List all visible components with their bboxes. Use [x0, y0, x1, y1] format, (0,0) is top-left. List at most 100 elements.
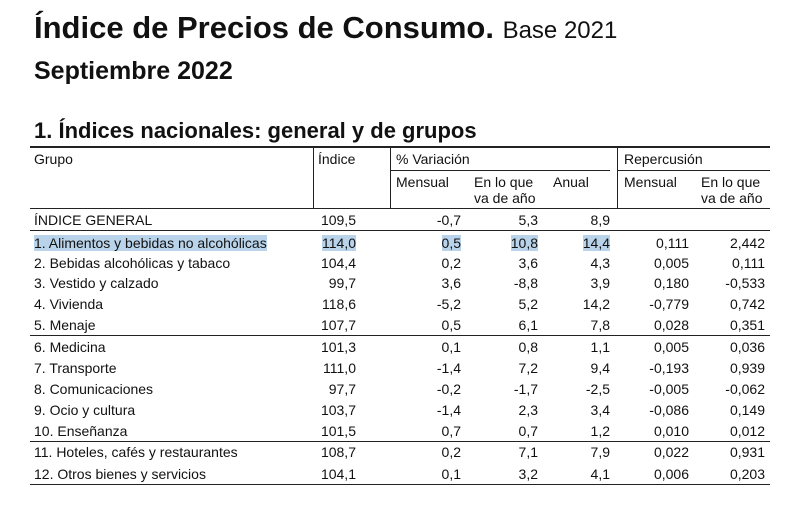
cell: 0,7 [441, 423, 461, 439]
cell: 0,1 [441, 466, 461, 482]
cell: -0,005 [649, 381, 689, 397]
cell: 111,0 [323, 360, 356, 376]
cell: 5,2 [518, 296, 538, 312]
cell: 101,3 [320, 339, 356, 355]
cell: 4,3 [590, 255, 610, 271]
cell: -1,4 [436, 402, 461, 418]
cell: -0,193 [649, 360, 689, 376]
cell: 1,2 [590, 423, 610, 439]
rule [30, 146, 770, 148]
cell: -2,5 [585, 381, 610, 397]
cell: 0,2 [441, 444, 461, 460]
cell: 10,8 [510, 235, 538, 251]
row-label: 8. Comunicaciones [34, 381, 154, 397]
row-label: 3. Vestido y calzado [34, 275, 159, 291]
cell: -5,2 [436, 296, 461, 312]
period: Septiembre 2022 [34, 57, 233, 85]
header-cell: Grupo [34, 151, 73, 167]
cell: 101,5 [320, 423, 356, 439]
rule [617, 170, 770, 171]
cell: -8,8 [513, 275, 538, 291]
row-label: 5. Menaje [34, 317, 96, 333]
row-label: 9. Ocio y cultura [34, 402, 136, 418]
cell: -1,7 [513, 381, 538, 397]
header-cell: Anual [553, 174, 589, 190]
cell: 0,7 [518, 423, 538, 439]
rule [313, 148, 314, 208]
cell: 118,6 [322, 296, 356, 312]
cell: 114,0 [322, 235, 356, 251]
cell: 4,1 [590, 466, 610, 482]
cell: 103,7 [320, 402, 356, 418]
cell: 2,3 [518, 402, 538, 418]
row-label: 6. Medicina [34, 339, 106, 355]
row-label: 12. Otros bienes y servicios [34, 466, 206, 482]
rule [30, 484, 770, 485]
row-label: 2. Bebidas alcohólicas y tabaco [34, 255, 231, 271]
cell: 1,1 [590, 339, 610, 355]
row-label: 10. Enseñanza [34, 423, 128, 439]
header-cell: Mensual [396, 174, 449, 190]
cell: -0,062 [725, 381, 765, 397]
cell: 0,012 [729, 423, 765, 439]
rule [30, 230, 770, 231]
rule [30, 208, 770, 209]
cell: -1,4 [436, 360, 461, 376]
rule [390, 148, 391, 208]
cell: 0,149 [729, 402, 765, 418]
cell: 0,5 [441, 317, 461, 333]
cell: 5,3 [518, 212, 538, 228]
cell: 109,5 [320, 212, 356, 228]
cell: 0,111 [656, 235, 689, 251]
title: Índice de Precios de Consumo. [34, 10, 494, 45]
cell: 0,028 [653, 317, 689, 333]
cell: -0,533 [725, 275, 765, 291]
cell: 0,036 [729, 339, 765, 355]
cell: 0,010 [653, 423, 689, 439]
cell: 6,1 [518, 317, 538, 333]
cell: 7,8 [590, 317, 610, 333]
cell: 3,4 [590, 402, 610, 418]
rule [30, 441, 770, 442]
row-label: 11. Hoteles, cafés y restaurantes [34, 444, 238, 460]
cell: 0,005 [653, 339, 689, 355]
cell: 7,2 [518, 360, 538, 376]
cell: 0,8 [518, 339, 538, 355]
row-label: 1. Alimentos y bebidas no alcohólicas [34, 235, 267, 251]
cell: 0,2 [441, 255, 461, 271]
cell: 0,005 [653, 255, 689, 271]
base: Base 2021 [502, 17, 618, 44]
cell: 14,4 [582, 235, 610, 251]
cell: 104,4 [320, 255, 356, 271]
cell: 3,6 [441, 275, 461, 291]
header-cell: En lo que va de año [474, 174, 536, 206]
header-cell: % Variación [396, 151, 470, 167]
row-label: ÍNDICE GENERAL [34, 212, 153, 228]
cell: 108,7 [320, 444, 356, 460]
row-label: 4. Vivienda [34, 296, 104, 312]
cell: -0,7 [436, 212, 461, 228]
cell: -0,779 [649, 296, 689, 312]
cell: 8,9 [590, 212, 610, 228]
cell: 0,1 [441, 339, 461, 355]
cell: 0,203 [729, 466, 765, 482]
cell: 0,351 [729, 317, 765, 333]
cell: 0,939 [729, 360, 765, 376]
cell: 0,180 [653, 275, 689, 291]
cell: 3,2 [518, 466, 538, 482]
cell: 0,5 [441, 235, 461, 251]
header-cell: Mensual [624, 174, 677, 190]
header-cell: Índice [318, 151, 356, 167]
title-line: Índice de Precios de Consumo. Base 2021 [34, 10, 617, 49]
cell: 107,7 [320, 317, 356, 333]
cell: 14,2 [582, 296, 610, 312]
rule [390, 170, 610, 171]
cell: 104,1 [320, 466, 356, 482]
cell: -0,2 [436, 381, 461, 397]
rule [617, 148, 618, 208]
cell: 0,111 [732, 255, 765, 271]
cell: -0,086 [649, 402, 689, 418]
cell: 2,442 [729, 235, 765, 251]
cell: 7,1 [518, 444, 538, 460]
